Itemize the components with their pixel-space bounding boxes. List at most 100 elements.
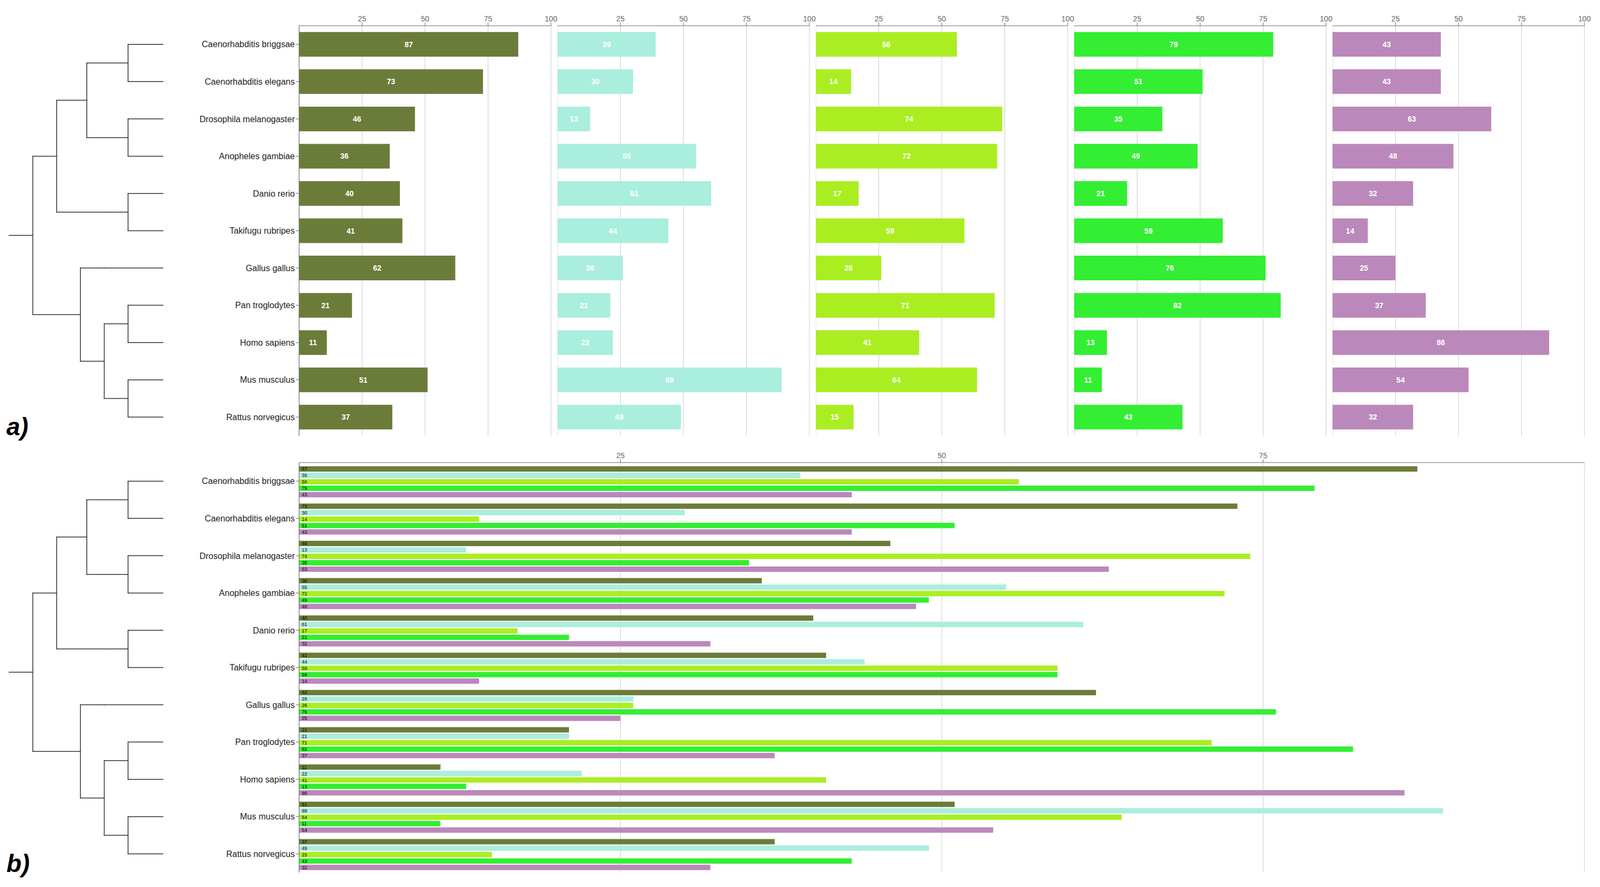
svg-text:15: 15 xyxy=(830,412,839,422)
svg-text:49: 49 xyxy=(1131,151,1141,161)
svg-text:25: 25 xyxy=(616,451,625,460)
svg-text:35: 35 xyxy=(1113,114,1123,124)
svg-text:62: 62 xyxy=(373,263,382,273)
svg-text:75: 75 xyxy=(1517,14,1527,24)
svg-text:64: 64 xyxy=(301,814,308,821)
svg-text:Gallus gallus: Gallus gallus xyxy=(245,700,295,710)
svg-text:39: 39 xyxy=(602,40,612,49)
svg-text:32: 32 xyxy=(301,641,308,647)
svg-text:26: 26 xyxy=(844,263,853,273)
svg-text:49: 49 xyxy=(614,412,624,422)
svg-text:Mus musculus: Mus musculus xyxy=(240,375,295,385)
svg-text:41: 41 xyxy=(301,652,308,659)
svg-text:21: 21 xyxy=(301,727,308,733)
svg-text:50: 50 xyxy=(1454,14,1463,24)
svg-text:61: 61 xyxy=(301,621,308,628)
svg-text:56: 56 xyxy=(882,40,891,49)
svg-text:35: 35 xyxy=(301,560,308,566)
svg-text:32: 32 xyxy=(1368,412,1378,422)
svg-text:43: 43 xyxy=(1124,412,1133,422)
svg-text:72: 72 xyxy=(902,151,911,161)
svg-text:51: 51 xyxy=(301,801,308,808)
svg-text:61: 61 xyxy=(630,189,639,198)
svg-text:Danio rerio: Danio rerio xyxy=(252,189,295,199)
svg-text:Homo sapiens: Homo sapiens xyxy=(240,775,295,785)
svg-text:Drosophila melanogaster: Drosophila melanogaster xyxy=(199,551,296,561)
svg-text:40: 40 xyxy=(345,189,354,198)
svg-text:11: 11 xyxy=(308,338,317,347)
svg-text:43: 43 xyxy=(301,858,308,865)
svg-text:30: 30 xyxy=(301,510,308,516)
svg-text:56: 56 xyxy=(301,479,308,485)
svg-text:54: 54 xyxy=(301,827,308,833)
svg-text:Mus musculus: Mus musculus xyxy=(240,812,295,822)
svg-text:13: 13 xyxy=(569,114,579,124)
svg-text:Takifugu rubripes: Takifugu rubripes xyxy=(229,226,295,236)
svg-text:Rattus norvegicus: Rattus norvegicus xyxy=(226,412,295,422)
svg-text:Drosophila melanogaster: Drosophila melanogaster xyxy=(199,114,296,124)
svg-text:26: 26 xyxy=(301,696,308,702)
svg-text:25: 25 xyxy=(301,715,308,721)
svg-text:87: 87 xyxy=(301,466,308,472)
svg-text:26: 26 xyxy=(301,702,308,709)
svg-text:100: 100 xyxy=(1319,14,1333,24)
svg-text:46: 46 xyxy=(352,114,362,124)
svg-text:21: 21 xyxy=(321,301,331,310)
svg-text:50: 50 xyxy=(679,14,688,24)
svg-text:59: 59 xyxy=(301,665,308,672)
svg-text:25: 25 xyxy=(874,14,884,24)
svg-text:100: 100 xyxy=(802,14,816,24)
svg-text:Danio rerio: Danio rerio xyxy=(252,626,295,636)
svg-text:73: 73 xyxy=(301,503,308,510)
svg-text:11: 11 xyxy=(301,764,307,771)
svg-text:54: 54 xyxy=(1396,375,1405,385)
svg-text:41: 41 xyxy=(301,777,308,784)
svg-text:17: 17 xyxy=(301,628,308,634)
svg-text:89: 89 xyxy=(665,375,674,385)
svg-text:48: 48 xyxy=(1388,151,1398,161)
svg-text:11: 11 xyxy=(301,821,307,827)
svg-text:75: 75 xyxy=(484,14,493,24)
svg-text:46: 46 xyxy=(301,540,308,547)
svg-text:43: 43 xyxy=(301,529,308,535)
svg-text:Pan troglodytes: Pan troglodytes xyxy=(235,737,295,747)
svg-text:43: 43 xyxy=(301,492,308,498)
svg-text:82: 82 xyxy=(301,746,308,753)
svg-text:59: 59 xyxy=(301,672,308,678)
svg-text:86: 86 xyxy=(301,790,308,796)
svg-text:32: 32 xyxy=(1368,189,1378,198)
svg-text:26: 26 xyxy=(585,263,595,273)
svg-text:Caenorhabditis elegans: Caenorhabditis elegans xyxy=(204,514,295,524)
svg-text:14: 14 xyxy=(301,678,308,684)
svg-text:14: 14 xyxy=(1345,226,1355,236)
svg-text:59: 59 xyxy=(1144,226,1153,236)
svg-text:100: 100 xyxy=(1061,14,1075,24)
svg-text:48: 48 xyxy=(301,604,308,610)
svg-text:14: 14 xyxy=(829,77,838,86)
svg-text:32: 32 xyxy=(301,865,308,871)
svg-text:11: 11 xyxy=(1083,375,1092,385)
svg-text:51: 51 xyxy=(301,523,308,529)
svg-text:75: 75 xyxy=(1259,14,1268,24)
svg-text:22: 22 xyxy=(301,771,308,777)
svg-text:63: 63 xyxy=(1407,114,1417,124)
svg-text:37: 37 xyxy=(1374,301,1384,310)
svg-text:50: 50 xyxy=(1195,14,1205,24)
svg-text:21: 21 xyxy=(1096,189,1106,198)
svg-text:100: 100 xyxy=(1578,14,1591,24)
svg-text:71: 71 xyxy=(301,740,308,746)
svg-text:55: 55 xyxy=(301,584,308,591)
svg-text:Caenorhabditis briggsae: Caenorhabditis briggsae xyxy=(202,39,296,49)
svg-text:13: 13 xyxy=(1086,338,1096,347)
svg-text:76: 76 xyxy=(301,709,308,715)
svg-text:100: 100 xyxy=(544,14,558,24)
svg-text:44: 44 xyxy=(301,659,308,665)
svg-text:37: 37 xyxy=(341,412,351,422)
svg-text:40: 40 xyxy=(301,615,308,621)
svg-text:75: 75 xyxy=(742,14,751,24)
svg-text:Rattus norvegicus: Rattus norvegicus xyxy=(226,849,295,859)
svg-text:50: 50 xyxy=(420,14,430,24)
svg-text:64: 64 xyxy=(892,375,902,385)
svg-text:36: 36 xyxy=(301,578,308,584)
svg-text:13: 13 xyxy=(301,784,308,790)
